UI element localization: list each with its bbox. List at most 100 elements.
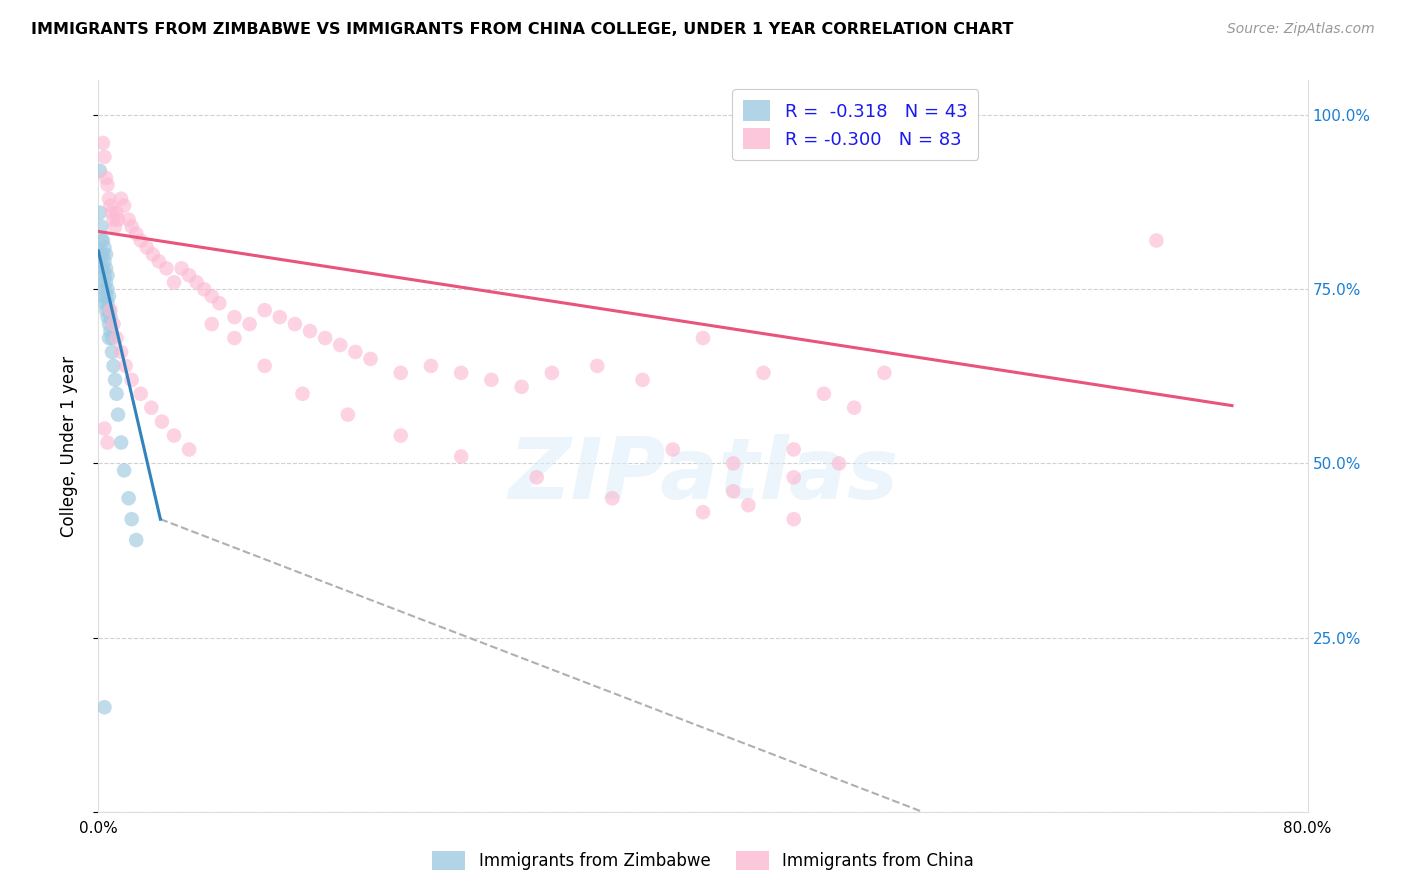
Point	[94, 247, 117, 261]
Point	[692, 331, 714, 345]
Point	[186, 275, 208, 289]
Point	[112, 463, 135, 477]
Point	[873, 366, 896, 380]
Point	[329, 338, 352, 352]
Point	[107, 212, 129, 227]
Point	[125, 227, 148, 241]
Point	[141, 401, 163, 415]
Point	[344, 345, 367, 359]
Point	[93, 254, 115, 268]
Point	[389, 366, 412, 380]
Point	[284, 317, 307, 331]
Point	[110, 435, 132, 450]
Point	[110, 192, 132, 206]
Point	[201, 317, 224, 331]
Point	[586, 359, 609, 373]
Point	[110, 345, 132, 359]
Point	[450, 366, 472, 380]
Point	[540, 366, 562, 380]
Point	[93, 282, 115, 296]
Point	[104, 219, 127, 234]
Text: ZIPatlas: ZIPatlas	[508, 434, 898, 516]
Point	[96, 268, 118, 283]
Point	[96, 282, 118, 296]
Point	[420, 359, 443, 373]
Point	[91, 289, 114, 303]
Point	[253, 303, 276, 318]
Point	[107, 408, 129, 422]
Point	[112, 199, 135, 213]
Point	[94, 170, 117, 185]
Point	[150, 415, 173, 429]
Point	[96, 435, 118, 450]
Point	[91, 136, 114, 150]
Point	[692, 505, 714, 519]
Point	[96, 310, 118, 325]
Point	[360, 351, 382, 366]
Point	[90, 261, 112, 276]
Point	[103, 212, 125, 227]
Point	[723, 484, 745, 499]
Point	[723, 457, 745, 471]
Point	[526, 470, 548, 484]
Point	[163, 428, 186, 442]
Legend: R =  -0.318   N = 43, R = -0.300   N = 83: R = -0.318 N = 43, R = -0.300 N = 83	[733, 89, 979, 160]
Point	[94, 261, 117, 276]
Point	[96, 296, 118, 310]
Point	[148, 254, 170, 268]
Text: Source: ZipAtlas.com: Source: ZipAtlas.com	[1227, 22, 1375, 37]
Point	[98, 289, 121, 303]
Point	[101, 345, 124, 359]
Point	[91, 247, 114, 261]
Point	[93, 268, 115, 283]
Point	[98, 317, 121, 331]
Point	[813, 386, 835, 401]
Point	[94, 275, 117, 289]
Point	[90, 247, 112, 261]
Point	[142, 247, 165, 261]
Point	[93, 421, 115, 435]
Point	[118, 212, 141, 227]
Point	[101, 331, 124, 345]
Point	[269, 310, 291, 325]
Point	[752, 366, 775, 380]
Point	[314, 331, 336, 345]
Point	[91, 275, 114, 289]
Text: IMMIGRANTS FROM ZIMBABWE VS IMMIGRANTS FROM CHINA COLLEGE, UNDER 1 YEAR CORRELAT: IMMIGRANTS FROM ZIMBABWE VS IMMIGRANTS F…	[31, 22, 1014, 37]
Point	[104, 373, 127, 387]
Point	[121, 219, 143, 234]
Point	[93, 700, 115, 714]
Point	[737, 498, 759, 512]
Point	[93, 296, 115, 310]
Point	[91, 234, 114, 248]
Point	[224, 331, 246, 345]
Point	[91, 261, 114, 276]
Point	[121, 373, 143, 387]
Point	[336, 408, 359, 422]
Point	[602, 491, 624, 506]
Point	[179, 268, 201, 283]
Point	[170, 261, 193, 276]
Point	[96, 178, 118, 192]
Point	[90, 234, 112, 248]
Point	[783, 470, 806, 484]
Point	[224, 310, 246, 325]
Point	[129, 234, 152, 248]
Point	[155, 261, 177, 276]
Point	[291, 386, 314, 401]
Point	[103, 317, 125, 331]
Point	[114, 359, 136, 373]
Point	[193, 282, 215, 296]
Point	[105, 331, 128, 345]
Point	[105, 386, 128, 401]
Point	[631, 373, 654, 387]
Point	[98, 331, 121, 345]
Point	[125, 533, 148, 547]
Point	[783, 442, 806, 457]
Point	[100, 199, 122, 213]
Point	[661, 442, 683, 457]
Legend: Immigrants from Zimbabwe, Immigrants from China: Immigrants from Zimbabwe, Immigrants fro…	[426, 844, 980, 877]
Point	[105, 205, 128, 219]
Point	[239, 317, 262, 331]
Point	[129, 386, 152, 401]
